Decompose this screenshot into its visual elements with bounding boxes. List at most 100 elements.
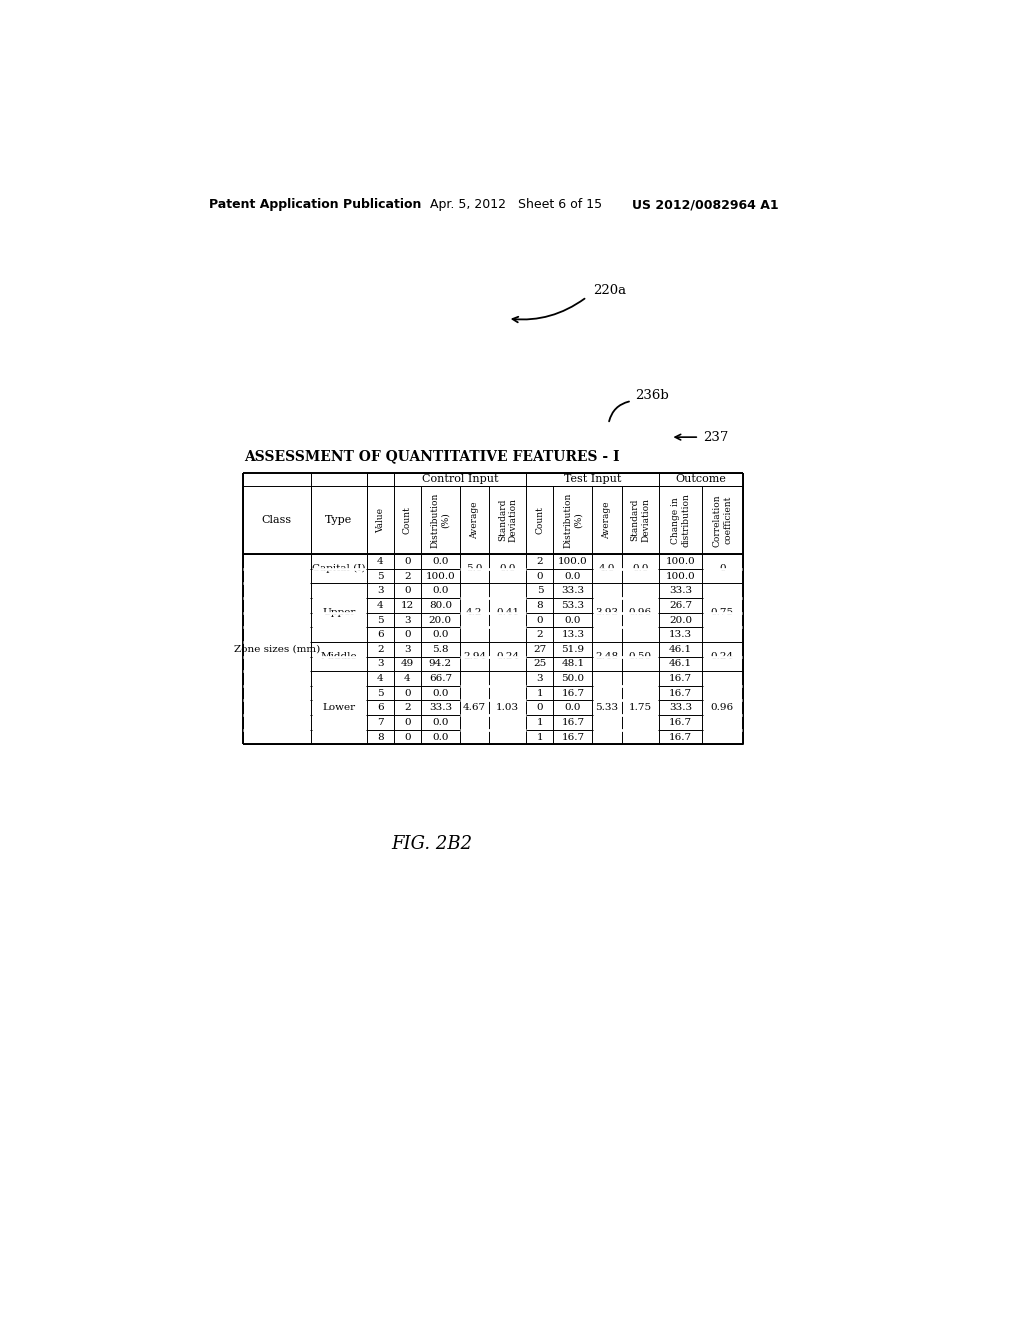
Text: 0.0: 0.0	[432, 630, 449, 639]
Text: 8: 8	[537, 601, 543, 610]
Text: 20.0: 20.0	[429, 615, 452, 624]
Text: Zone sizes (mm): Zone sizes (mm)	[233, 644, 319, 653]
Text: 16.7: 16.7	[669, 675, 692, 682]
Text: 0: 0	[404, 718, 411, 727]
Text: 0: 0	[404, 630, 411, 639]
Text: 0.0: 0.0	[432, 733, 449, 742]
Text: 94.2: 94.2	[429, 660, 452, 668]
Text: 2: 2	[537, 630, 543, 639]
Text: 1: 1	[537, 733, 543, 742]
Text: 0.96: 0.96	[629, 609, 652, 618]
Text: 3: 3	[537, 675, 543, 682]
Text: 0.41: 0.41	[497, 609, 519, 618]
Text: 2: 2	[377, 644, 384, 653]
Text: 0: 0	[404, 557, 411, 566]
Text: 20.0: 20.0	[669, 615, 692, 624]
Text: 0: 0	[537, 572, 543, 581]
Text: 25: 25	[534, 660, 547, 668]
Text: 33.3: 33.3	[561, 586, 585, 595]
Text: Test Input: Test Input	[564, 474, 622, 484]
Text: Average: Average	[470, 502, 479, 539]
Text: 5.8: 5.8	[432, 644, 449, 653]
Text: 4: 4	[377, 557, 384, 566]
Text: Outcome: Outcome	[675, 474, 726, 484]
Text: 4: 4	[377, 601, 384, 610]
Text: 3: 3	[404, 615, 411, 624]
Text: 0.96: 0.96	[711, 704, 734, 713]
Text: 46.1: 46.1	[669, 644, 692, 653]
Text: 3: 3	[377, 660, 384, 668]
Text: 4.2: 4.2	[466, 609, 482, 618]
Text: 4: 4	[377, 675, 384, 682]
Text: 50.0: 50.0	[561, 675, 585, 682]
Text: 2: 2	[537, 557, 543, 566]
Text: 2.48: 2.48	[595, 652, 618, 661]
Text: 0: 0	[404, 733, 411, 742]
Text: 13.3: 13.3	[669, 630, 692, 639]
Text: 220a: 220a	[593, 284, 626, 297]
Text: 46.1: 46.1	[669, 660, 692, 668]
Text: 0.0: 0.0	[432, 718, 449, 727]
Text: 5: 5	[377, 689, 384, 698]
Text: 100.0: 100.0	[666, 572, 695, 581]
Text: 48.1: 48.1	[561, 660, 585, 668]
Text: 53.3: 53.3	[561, 601, 585, 610]
Text: 6: 6	[377, 704, 384, 713]
Text: 51.9: 51.9	[561, 644, 585, 653]
Text: 0.0: 0.0	[632, 565, 648, 573]
Text: Average: Average	[602, 502, 611, 539]
Text: 13.3: 13.3	[561, 630, 585, 639]
Text: 1.03: 1.03	[497, 704, 519, 713]
Text: 16.7: 16.7	[669, 718, 692, 727]
Text: 0.24: 0.24	[497, 652, 519, 661]
Text: 5: 5	[537, 586, 543, 595]
Text: 3.93: 3.93	[595, 609, 618, 618]
Text: 0.75: 0.75	[711, 609, 734, 618]
Text: 49: 49	[400, 660, 414, 668]
Text: 4.67: 4.67	[463, 704, 486, 713]
Text: 4.0: 4.0	[599, 565, 615, 573]
Text: 0: 0	[719, 565, 726, 573]
Text: 16.7: 16.7	[561, 689, 585, 698]
Text: 0: 0	[404, 689, 411, 698]
Text: 26.7: 26.7	[669, 601, 692, 610]
Text: FIG. 2B2: FIG. 2B2	[391, 834, 472, 853]
Text: Distribution
(%): Distribution (%)	[431, 492, 450, 548]
Text: Middle: Middle	[321, 652, 357, 661]
Text: 100.0: 100.0	[425, 572, 456, 581]
Text: 100.0: 100.0	[666, 557, 695, 566]
Text: 27: 27	[534, 644, 547, 653]
Text: 12: 12	[400, 601, 414, 610]
Text: Control Input: Control Input	[422, 474, 499, 484]
Text: 33.3: 33.3	[669, 586, 692, 595]
Text: 33.3: 33.3	[429, 704, 452, 713]
Text: 236b: 236b	[636, 389, 670, 403]
Text: 2: 2	[404, 572, 411, 581]
Text: Value: Value	[376, 508, 385, 533]
Text: Lower: Lower	[323, 704, 355, 713]
Text: 0.0: 0.0	[564, 615, 581, 624]
Text: Patent Application Publication: Patent Application Publication	[209, 198, 422, 211]
Text: 80.0: 80.0	[429, 601, 452, 610]
Text: 0.0: 0.0	[564, 572, 581, 581]
Text: 8: 8	[377, 733, 384, 742]
Text: 4: 4	[404, 675, 411, 682]
Text: 16.7: 16.7	[561, 733, 585, 742]
Text: 1: 1	[537, 689, 543, 698]
Text: 3: 3	[377, 586, 384, 595]
Text: 5.33: 5.33	[595, 704, 618, 713]
Text: 3: 3	[404, 644, 411, 653]
Text: 0.24: 0.24	[711, 652, 734, 661]
Text: 0.50: 0.50	[629, 652, 652, 661]
Text: 5.0: 5.0	[466, 565, 482, 573]
Text: Standard
Deviation: Standard Deviation	[498, 499, 517, 543]
Text: 1: 1	[537, 718, 543, 727]
Text: 237: 237	[703, 430, 728, 444]
Text: 6: 6	[377, 630, 384, 639]
Text: 2: 2	[404, 704, 411, 713]
Text: Count: Count	[536, 507, 545, 535]
Text: 1.75: 1.75	[629, 704, 652, 713]
Text: 2.94: 2.94	[463, 652, 486, 661]
Text: 16.7: 16.7	[561, 718, 585, 727]
Text: 0: 0	[537, 704, 543, 713]
